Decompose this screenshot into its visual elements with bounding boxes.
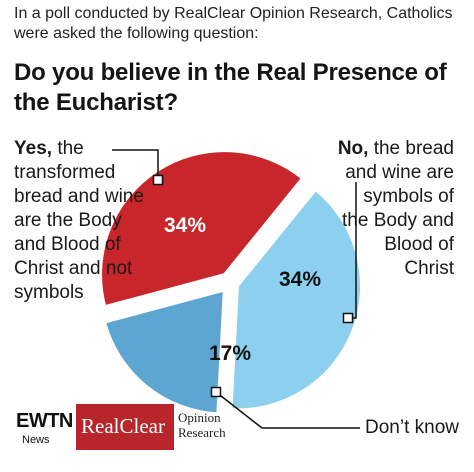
dont-know-label: Don’t know: [365, 417, 459, 438]
opinion-text: Opinion: [178, 410, 221, 425]
pie-slice-no: [229, 187, 363, 412]
pie-value-label-1: 34%: [164, 214, 206, 237]
yes-text: the transformed bread and wine are the B…: [14, 138, 144, 303]
yes-answer-label: Yes, the transformed bread and wine are …: [14, 137, 144, 305]
realclear-logo-text: RealClear: [81, 414, 165, 438]
question-title: Do you believe in the Real Presence of t…: [14, 59, 447, 116]
intro-text: In a poll conducted by RealClear Opinion…: [14, 5, 453, 42]
pie-slice-yes: [99, 149, 305, 309]
ewtn-logo: EWTN: [16, 410, 73, 432]
no-text: the bread and wine are symbols of the Bo…: [342, 138, 454, 279]
leader-line-3: [215, 391, 360, 429]
no-lead: No,: [337, 138, 369, 159]
leader-marker-2: [342, 312, 354, 324]
opinion-research-text: Opinion Research: [178, 410, 238, 440]
leader-marker-1: [152, 174, 164, 186]
no-answer-label: No, the bread and wine are symbols of th…: [334, 137, 454, 281]
ewtn-news-text: News: [22, 434, 50, 446]
leader-marker-3: [210, 386, 222, 398]
research-text: Research: [178, 425, 226, 440]
leader-line-1: [112, 149, 159, 180]
realclear-logo-box: [76, 404, 174, 450]
pie-value-label-2: 34%: [279, 268, 321, 291]
yes-lead: Yes,: [14, 138, 53, 159]
pie-slice-don-t-know: [102, 288, 226, 416]
pie-value-label-3: 17%: [209, 342, 251, 365]
